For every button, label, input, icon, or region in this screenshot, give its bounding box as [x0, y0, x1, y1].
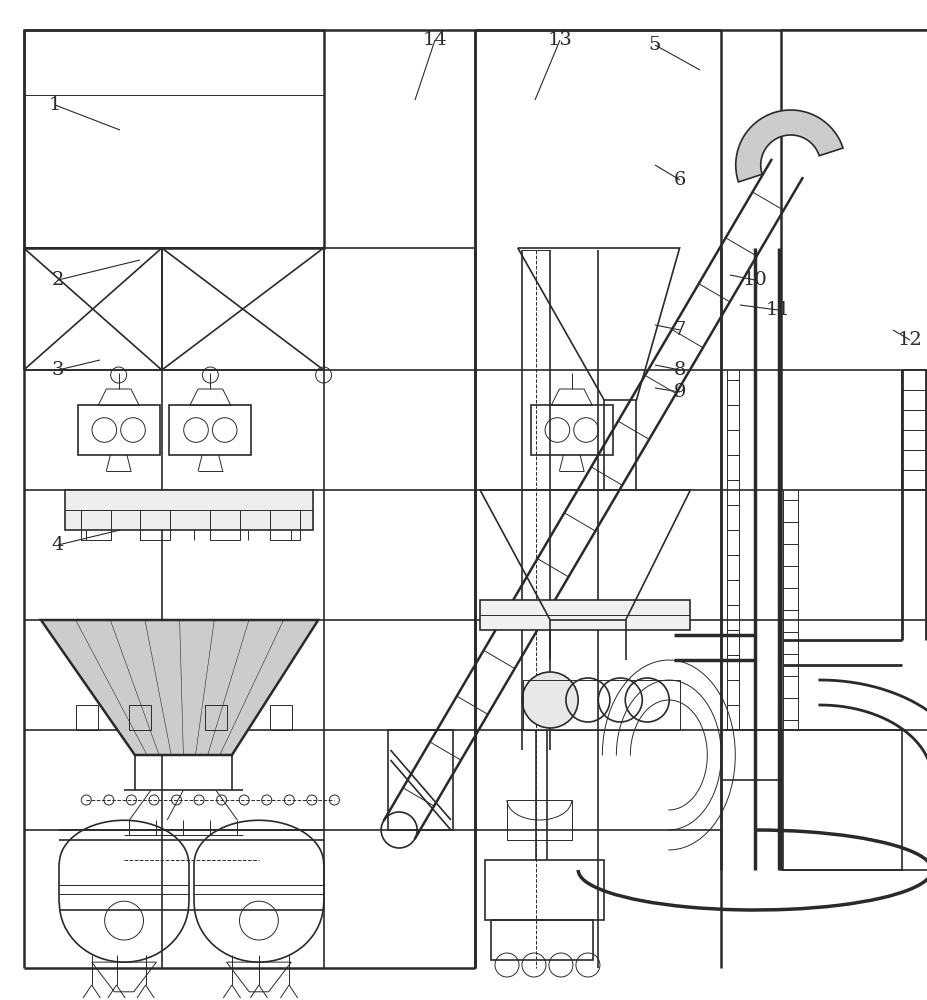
Bar	[490, 920, 593, 960]
Bar	[81, 510, 111, 540]
Text: 1: 1	[49, 96, 61, 114]
Text: 6: 6	[674, 171, 686, 189]
Bar	[486, 860, 604, 920]
Bar	[523, 680, 679, 730]
Bar	[130, 705, 151, 730]
Text: 3: 3	[52, 361, 64, 379]
Text: 10: 10	[743, 271, 768, 289]
Bar	[507, 800, 572, 840]
Text: 11: 11	[766, 301, 791, 319]
Text: 14: 14	[423, 31, 448, 49]
Bar	[270, 705, 292, 730]
Bar	[205, 705, 227, 730]
Bar	[75, 705, 97, 730]
Text: 9: 9	[674, 383, 686, 401]
Bar	[270, 510, 299, 540]
Text: 2: 2	[52, 271, 64, 289]
Bar	[170, 405, 251, 455]
Bar	[902, 370, 927, 490]
Bar	[480, 600, 691, 630]
Text: 12: 12	[897, 331, 922, 349]
Text: 4: 4	[52, 536, 64, 554]
Bar	[140, 510, 171, 540]
Polygon shape	[736, 110, 843, 182]
Bar	[78, 405, 159, 455]
Bar	[65, 490, 312, 530]
Bar	[388, 730, 453, 830]
Text: 13: 13	[548, 31, 573, 49]
Text: 8: 8	[674, 361, 686, 379]
Bar	[783, 730, 902, 870]
Text: 5: 5	[649, 36, 661, 54]
Bar	[24, 30, 324, 248]
Polygon shape	[41, 620, 318, 755]
Text: 7: 7	[674, 321, 686, 339]
Circle shape	[522, 672, 578, 728]
Bar	[531, 405, 613, 455]
Bar	[210, 510, 240, 540]
